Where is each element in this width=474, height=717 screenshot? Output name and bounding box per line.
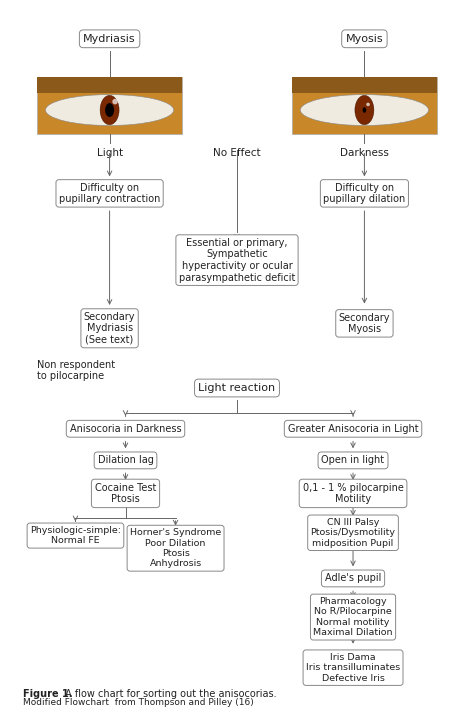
Ellipse shape	[112, 99, 118, 105]
Ellipse shape	[363, 108, 366, 113]
Text: Dilation lag: Dilation lag	[98, 455, 154, 465]
Ellipse shape	[366, 103, 370, 106]
Text: Pharmacology
No R/Pilocarpine
Normal motility
Maximal Dilation: Pharmacology No R/Pilocarpine Normal mot…	[313, 597, 393, 637]
Text: Cocaine Test
Ptosis: Cocaine Test Ptosis	[95, 483, 156, 504]
Text: A flow chart for sorting out the anisocorias.: A flow chart for sorting out the anisoco…	[62, 689, 276, 699]
Text: Myosis: Myosis	[346, 34, 383, 44]
Text: Non respondent
to pilocarpine: Non respondent to pilocarpine	[37, 360, 115, 381]
Text: Mydriasis: Mydriasis	[83, 34, 136, 44]
Text: Open in light: Open in light	[321, 455, 384, 465]
Text: Anisocoria in Darkness: Anisocoria in Darkness	[70, 424, 182, 434]
FancyBboxPatch shape	[37, 77, 182, 93]
Ellipse shape	[355, 95, 374, 125]
FancyBboxPatch shape	[292, 77, 437, 133]
Text: CN III Palsy
Ptosis/Dysmotility
midposition Pupil: CN III Palsy Ptosis/Dysmotility midposit…	[310, 518, 395, 548]
Text: Secondary
Mydriasis
(See text): Secondary Mydriasis (See text)	[84, 312, 136, 345]
Text: Horner's Syndrome
Poor Dilation
Ptosis
Anhydrosis: Horner's Syndrome Poor Dilation Ptosis A…	[130, 528, 221, 569]
Text: Light: Light	[97, 148, 123, 158]
Text: 0,1 - 1 % pilocarpine
Motility: 0,1 - 1 % pilocarpine Motility	[302, 483, 403, 504]
Text: Figure 1.: Figure 1.	[23, 689, 73, 699]
Ellipse shape	[46, 95, 173, 125]
Text: Greater Anisocoria in Light: Greater Anisocoria in Light	[288, 424, 419, 434]
Text: Adle's pupil: Adle's pupil	[325, 574, 381, 584]
Text: Difficulty on
pupillary dilation: Difficulty on pupillary dilation	[323, 183, 406, 204]
FancyBboxPatch shape	[292, 77, 437, 93]
Text: Darkness: Darkness	[340, 148, 389, 158]
Text: Modified Flowchart  from Thompson and Pilley (16): Modified Flowchart from Thompson and Pil…	[23, 698, 254, 707]
Text: Essential or primary,
Sympathetic
hyperactivity or ocular
parasympathetic defici: Essential or primary, Sympathetic hypera…	[179, 238, 295, 282]
Ellipse shape	[100, 95, 119, 125]
Ellipse shape	[105, 103, 114, 117]
FancyBboxPatch shape	[37, 77, 182, 133]
Text: Iris Dama
Iris transilluminates
Defective Iris: Iris Dama Iris transilluminates Defectiv…	[306, 652, 400, 683]
Text: Physiologic-simple:
Normal FE: Physiologic-simple: Normal FE	[30, 526, 121, 545]
Ellipse shape	[301, 95, 428, 125]
Text: Light reaction: Light reaction	[199, 383, 275, 393]
Text: Difficulty on
pupillary contraction: Difficulty on pupillary contraction	[59, 183, 160, 204]
Text: No Effect: No Effect	[213, 148, 261, 158]
Text: Secondary
Myosis: Secondary Myosis	[338, 313, 390, 334]
